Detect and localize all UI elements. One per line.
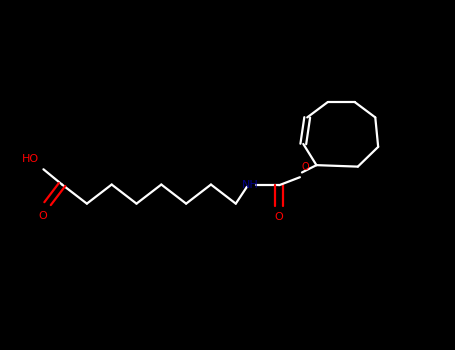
Text: HO: HO bbox=[22, 154, 39, 163]
Text: NH: NH bbox=[242, 180, 258, 190]
Text: O: O bbox=[302, 161, 309, 171]
Text: O: O bbox=[275, 212, 283, 222]
Text: O: O bbox=[38, 211, 47, 220]
